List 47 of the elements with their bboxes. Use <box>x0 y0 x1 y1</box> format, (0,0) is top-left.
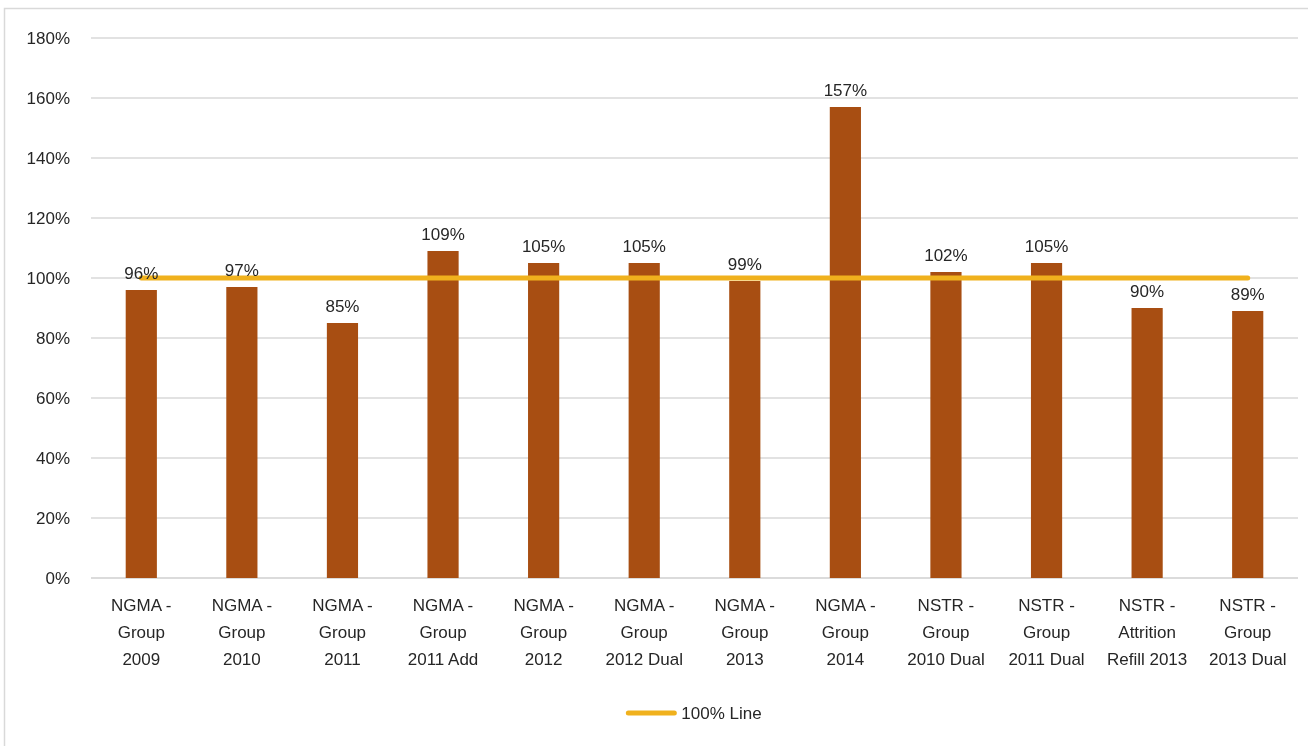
x-tick-label: NSTR - Group 2010 Dual <box>907 596 985 669</box>
y-tick-label: 160% <box>26 89 70 108</box>
bar <box>1131 308 1163 578</box>
bar <box>1232 311 1264 578</box>
y-tick-label: 180% <box>26 29 70 48</box>
y-tick-label: 20% <box>35 509 70 528</box>
x-tick-label: NGMA - Group 2009 <box>111 596 172 669</box>
x-tick-label: NGMA - Group 2011 Add <box>407 596 479 669</box>
bar <box>829 107 861 578</box>
data-label: 102% <box>924 246 968 265</box>
bar <box>729 281 761 578</box>
y-tick-label: 0% <box>45 569 70 588</box>
y-tick-label: 60% <box>35 389 70 408</box>
x-tick-label: NSTR - Group 2011 Dual <box>1008 596 1085 669</box>
bar <box>226 287 258 578</box>
data-label: 90% <box>1130 282 1165 301</box>
data-label: 105% <box>622 237 666 256</box>
x-tick-label: NGMA - Group 2013 <box>714 596 776 669</box>
data-label: 97% <box>224 261 259 280</box>
data-label: 99% <box>727 255 762 274</box>
data-label: 85% <box>325 297 360 316</box>
bar <box>326 323 359 578</box>
data-label: 157% <box>823 81 868 100</box>
bar <box>930 272 962 578</box>
x-tick-label: NGMA - Group 2010 <box>211 596 273 669</box>
x-tick-label: NSTR - Attrition Refill 2013 <box>1106 596 1188 669</box>
data-label: 105% <box>1024 237 1069 256</box>
legend-label: 100% Line <box>681 704 762 723</box>
y-tick-label: 100% <box>26 269 70 288</box>
bar <box>1030 263 1063 578</box>
y-tick-label: 140% <box>26 149 70 168</box>
x-tick-label: NGMA - Group 2012 Dual <box>605 596 683 669</box>
bar <box>427 251 459 578</box>
bar <box>628 263 660 578</box>
data-label: 105% <box>521 237 566 256</box>
y-tick-label: 80% <box>35 329 70 348</box>
x-tick-label: NGMA - Group 2011 <box>312 596 373 669</box>
x-tick-label: NGMA - Group 2014 <box>815 596 876 669</box>
x-tick-label: NSTR - Group 2013 Dual <box>1208 596 1287 669</box>
y-tick-label: 40% <box>35 449 70 468</box>
x-tick-label: NGMA - Group 2012 <box>513 596 574 669</box>
data-label: 89% <box>1230 285 1265 304</box>
data-label: 109% <box>421 225 465 244</box>
data-label: 96% <box>124 264 159 283</box>
bar <box>125 290 157 578</box>
bar <box>528 263 560 578</box>
y-tick-label: 120% <box>26 209 70 228</box>
